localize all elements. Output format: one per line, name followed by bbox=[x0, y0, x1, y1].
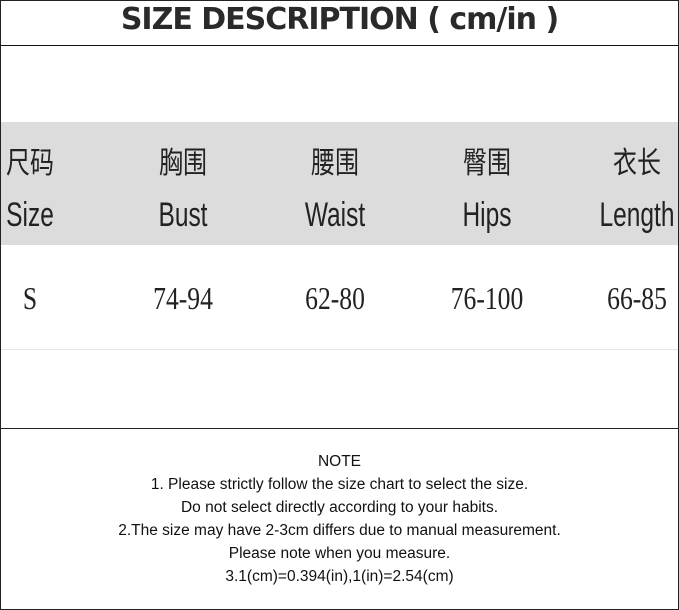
note-line: 3.1(cm)=0.394(in),1(in)=2.54(cm) bbox=[225, 568, 454, 585]
header-size-zh: 尺码 bbox=[6, 146, 54, 181]
note-heading: NOTE bbox=[317, 453, 362, 470]
title-box: SIZE DESCRIPTION ( cm/in ) bbox=[0, 0, 679, 46]
header-length: Length bbox=[599, 196, 675, 234]
note-line: Please note when you measure. bbox=[228, 545, 451, 562]
header-hips: Hips bbox=[462, 196, 512, 234]
cell-size: S bbox=[22, 280, 38, 316]
cell-waist: 62-80 bbox=[305, 280, 365, 316]
cell-bust: 74-94 bbox=[153, 280, 213, 316]
header-size: Size bbox=[6, 196, 54, 234]
header-bust-zh: 胸围 bbox=[159, 146, 207, 181]
note-line: 1. Please strictly follow the size chart… bbox=[150, 476, 529, 493]
header-waist: Waist bbox=[304, 196, 366, 234]
header-waist-zh: 腰围 bbox=[311, 146, 359, 181]
header-length-zh: 衣长 bbox=[613, 146, 661, 181]
header-bust: Bust bbox=[158, 196, 208, 234]
cell-hips: 76-100 bbox=[450, 280, 524, 316]
row-divider bbox=[1, 349, 678, 350]
note-line: 2.The size may have 2-3cm differs due to… bbox=[118, 522, 561, 539]
note-section bbox=[0, 428, 679, 429]
table-header-row bbox=[1, 122, 678, 245]
cell-length: 66-85 bbox=[607, 280, 667, 316]
page-title: SIZE DESCRIPTION ( cm/in ) bbox=[120, 2, 559, 37]
note-line: Do not select directly according to your… bbox=[180, 499, 499, 516]
header-hips-zh: 臀围 bbox=[463, 146, 511, 181]
